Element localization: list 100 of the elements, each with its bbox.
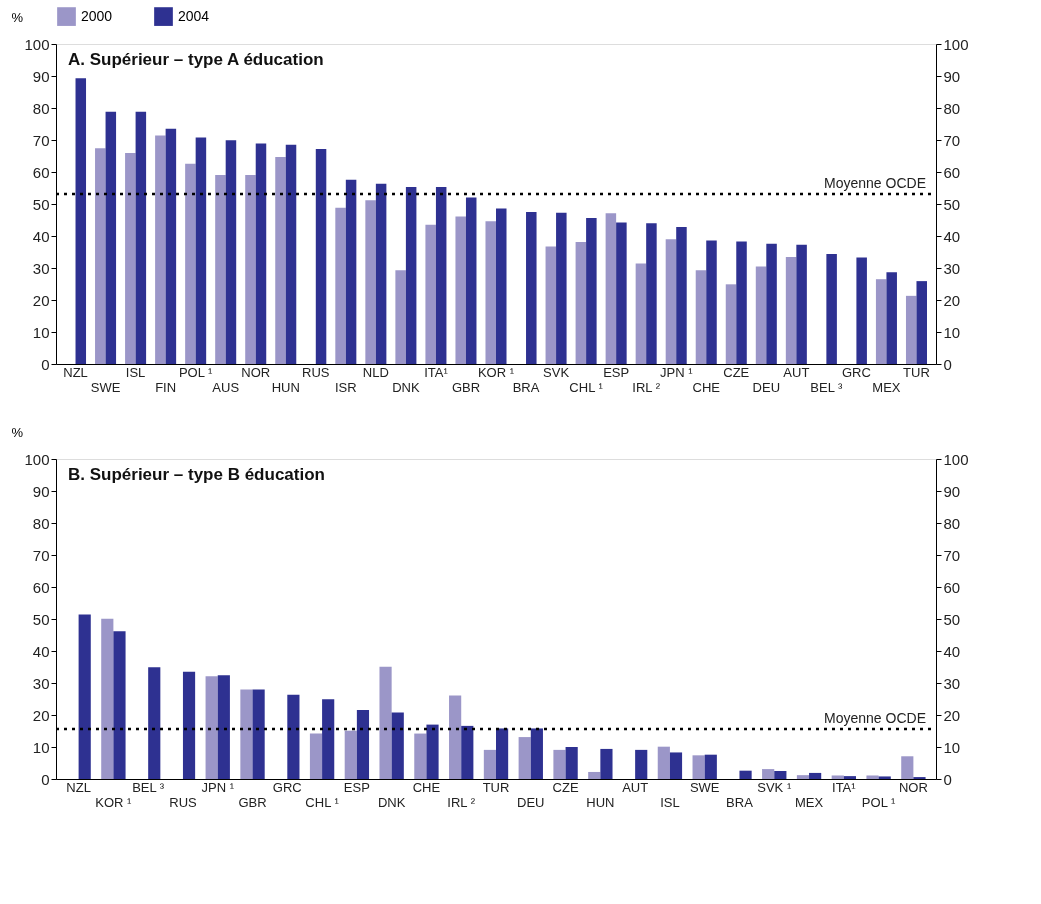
bar: [240, 689, 253, 779]
y-tick-label: 20: [32, 706, 50, 724]
x-tick-label: GBR: [238, 794, 267, 810]
x-tick-label: ISL: [125, 364, 146, 380]
y-tick-label: 100: [24, 35, 50, 53]
bar: [148, 667, 161, 779]
bar: [285, 144, 297, 364]
x-tick-label: BRA: [512, 379, 540, 395]
bar: [796, 244, 807, 364]
bar: [252, 689, 265, 779]
x-tick-label: IRL ²: [632, 379, 661, 395]
bar: [435, 187, 447, 364]
bar: [205, 676, 218, 779]
bar: [78, 614, 91, 779]
bar: [391, 712, 404, 779]
x-tick-label: JPN ¹: [659, 364, 694, 380]
bar: [195, 137, 207, 364]
bar: [588, 771, 601, 779]
bar: [774, 771, 787, 779]
y-tick-label: 10: [32, 738, 50, 756]
bar: [669, 752, 683, 779]
bar: [565, 747, 578, 779]
y2-tick-label: 90: [943, 67, 961, 85]
bar: [335, 207, 346, 364]
bar: [322, 699, 335, 779]
y2-tick-label: 50: [943, 195, 961, 213]
y-axis-title: %: [11, 424, 24, 440]
bar: [105, 111, 117, 364]
y-tick-label: 0: [41, 770, 50, 788]
bar: [135, 111, 147, 364]
bar: [379, 666, 392, 779]
bar: [796, 775, 810, 779]
x-tick-label: AUS: [212, 379, 240, 395]
bar: [405, 187, 417, 364]
x-tick-label: NZL: [63, 364, 88, 380]
bar: [886, 272, 897, 364]
bar: [315, 148, 327, 364]
bar: [485, 221, 496, 364]
y2-tick-label: 20: [943, 706, 961, 724]
x-tick-label: ITA¹: [424, 364, 449, 380]
y2-tick-label: 70: [943, 546, 961, 564]
x-tick-label: CZE: [552, 779, 579, 795]
y2-tick-label: 40: [943, 642, 961, 660]
bar: [395, 270, 406, 364]
bar: [725, 284, 737, 364]
bar: [182, 671, 196, 779]
x-tick-label: GBR: [451, 379, 481, 395]
y2-tick-label: 40: [943, 227, 961, 245]
y2-tick-label: 30: [943, 259, 961, 277]
ref-line-label: Moyenne OCDE: [824, 175, 926, 192]
bar: [755, 266, 767, 364]
bar: [586, 218, 597, 364]
bar: [287, 694, 300, 779]
x-tick-label: CZE: [723, 364, 750, 380]
y2-tick-label: 100: [943, 450, 969, 468]
x-tick-label: POL ¹: [178, 364, 214, 380]
bar: [125, 153, 136, 364]
bar: [225, 140, 237, 364]
x-tick-label: SWE: [689, 779, 720, 795]
y-tick-label: 30: [32, 259, 50, 277]
y2-tick-label: 30: [943, 674, 961, 692]
x-tick-label: ESP: [603, 364, 630, 380]
y-tick-label: 60: [32, 163, 50, 181]
x-tick-label: RUS: [302, 364, 330, 380]
y-tick-label: 40: [32, 227, 50, 245]
bar: [245, 174, 256, 364]
x-tick-label: DEU: [517, 794, 545, 810]
bar: [676, 227, 687, 364]
x-tick-label: ISL: [660, 794, 680, 810]
bar: [375, 183, 387, 364]
bar: [426, 724, 439, 779]
x-tick-label: GRC: [272, 779, 302, 795]
bar: [461, 725, 474, 779]
bar: [449, 695, 462, 779]
y-tick-label: 100: [24, 450, 50, 468]
bar: [575, 242, 587, 364]
bar: [309, 733, 323, 779]
bar: [556, 212, 567, 364]
y2-tick-label: 80: [943, 99, 961, 117]
y2-tick-label: 100: [943, 35, 969, 53]
legend-label: 2000: [81, 7, 113, 24]
x-tick-label: MEX: [794, 794, 824, 810]
bar: [706, 240, 717, 364]
x-tick-label: ISR: [334, 379, 357, 395]
bar: [95, 148, 106, 364]
x-tick-label: TUR: [482, 779, 510, 795]
x-tick-label: AUT: [622, 779, 649, 795]
y2-tick-label: 10: [943, 738, 961, 756]
bar: [646, 223, 657, 364]
x-tick-label: NOR: [241, 364, 271, 380]
bar: [113, 631, 126, 779]
y2-tick-label: 80: [943, 514, 961, 532]
x-tick-label: CHL ¹: [305, 794, 340, 810]
bar: [762, 769, 775, 779]
x-tick-label: AUT: [783, 364, 810, 380]
x-tick-label: POL ¹: [861, 794, 897, 810]
bar: [465, 197, 477, 364]
bar: [600, 748, 613, 779]
x-tick-label: CHE: [412, 779, 441, 795]
y-tick-label: 50: [32, 610, 50, 628]
